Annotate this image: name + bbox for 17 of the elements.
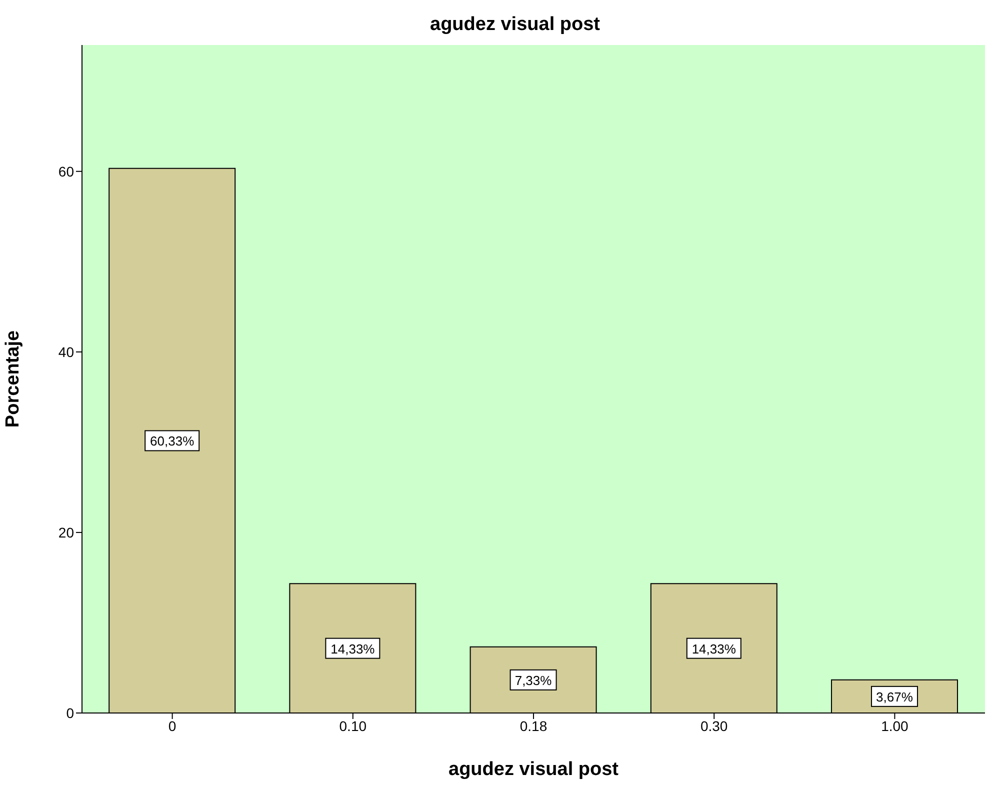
y-tick-label: 0 (66, 704, 74, 721)
y-tick-label: 20 (58, 524, 74, 540)
data-label: 14,33% (692, 641, 736, 656)
y-tick-label: 40 (58, 344, 74, 360)
x-tick-label: 1.00 (881, 718, 909, 734)
x-tick-label: 0.18 (520, 718, 548, 734)
x-tick-label: 0.10 (339, 718, 367, 734)
data-label: 60,33% (150, 434, 195, 449)
x-tick-label: 0.30 (700, 718, 728, 734)
x-axis-title: agudez visual post (448, 759, 620, 780)
x-tick-label: 0 (168, 718, 176, 734)
y-tick-label: 60 (58, 163, 74, 180)
data-label: 7,33% (514, 672, 552, 688)
chart-title: agudez visual post (429, 14, 601, 36)
y-axis-title: Porcentaje (2, 330, 24, 428)
data-label: 3,67% (876, 689, 914, 704)
data-label: 14,33% (330, 641, 376, 656)
